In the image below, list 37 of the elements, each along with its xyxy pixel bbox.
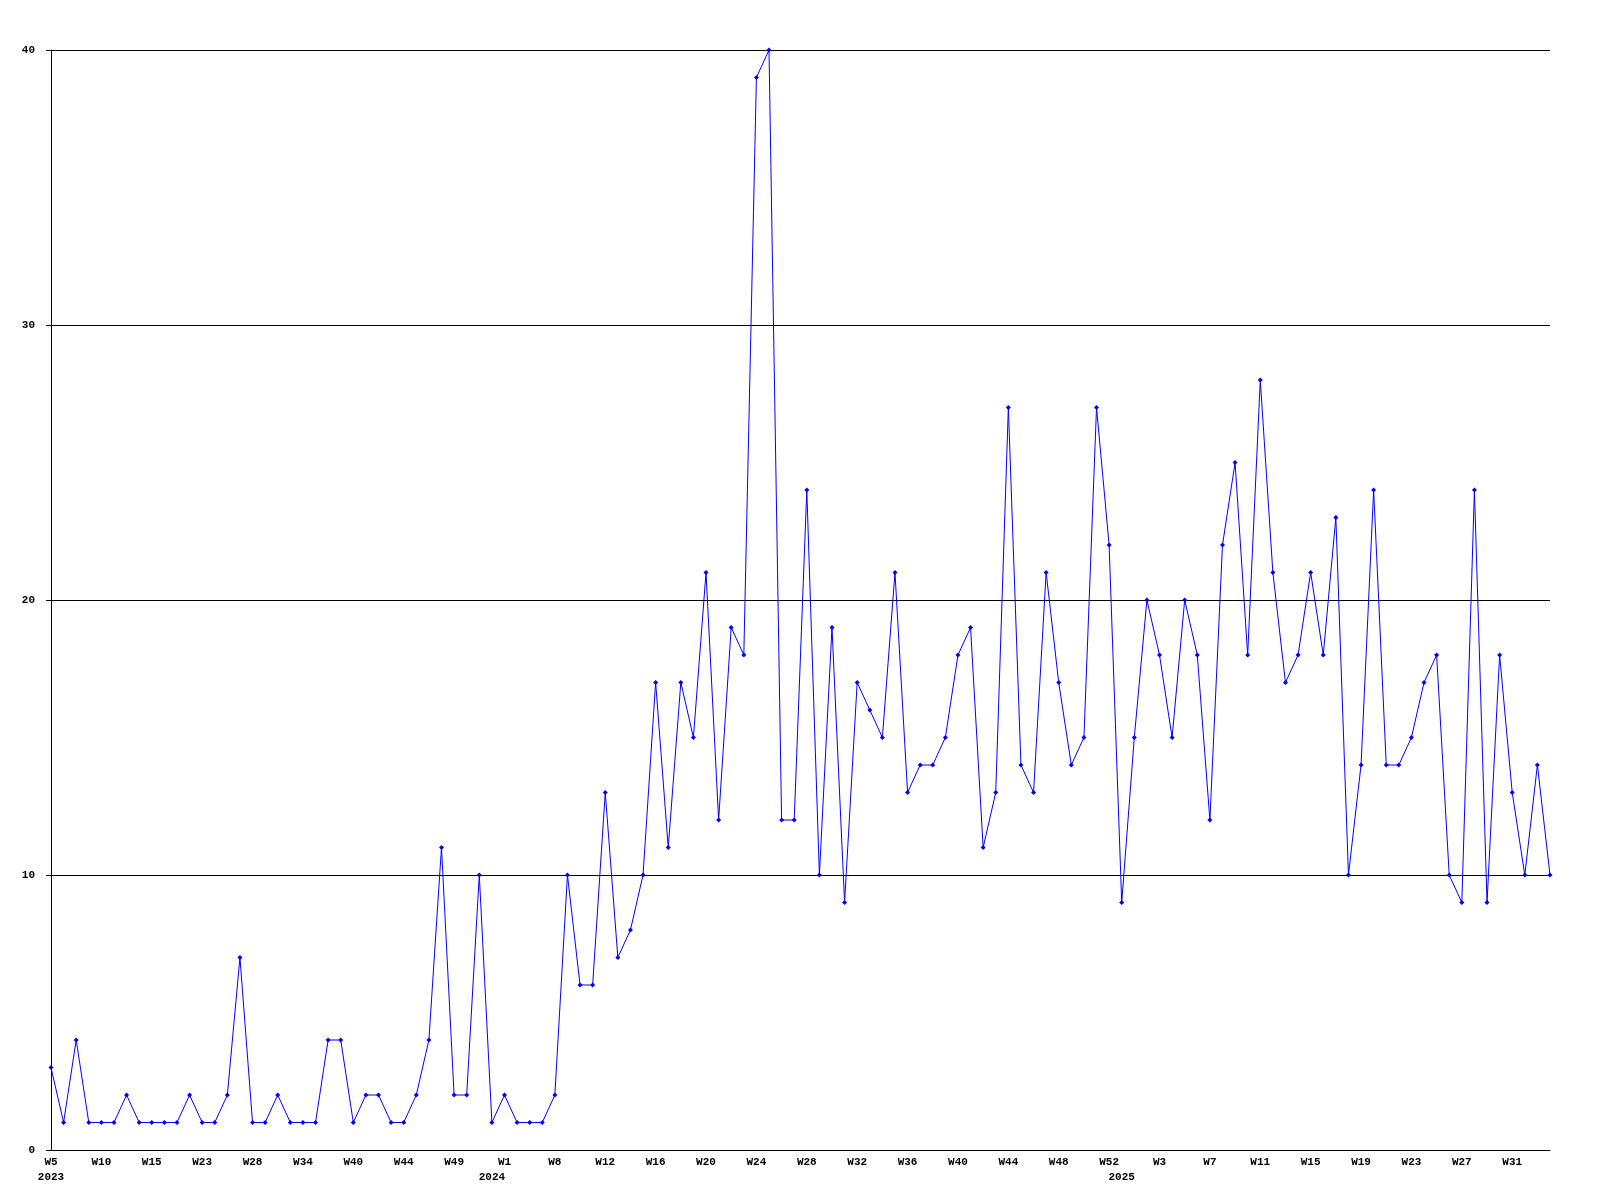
x-tick-label: W5 2023 bbox=[37, 1155, 65, 1183]
x-tick-label: W40 bbox=[343, 1155, 364, 1168]
y-tick-label: 40 bbox=[21, 44, 35, 56]
x-tick-label: W36 bbox=[897, 1155, 918, 1168]
x-tick-label: W48 bbox=[1048, 1155, 1070, 1168]
x-tick-label: W34 bbox=[293, 1155, 314, 1168]
x-tick-label: W44 bbox=[998, 1155, 1019, 1168]
x-tick-label: W3 bbox=[1152, 1155, 1167, 1168]
x-tick-label: W20 bbox=[696, 1155, 716, 1168]
x-tick-label: W1 bbox=[497, 1155, 512, 1168]
x-tick-label: W31 bbox=[1502, 1155, 1523, 1168]
x-tick-label: W24 bbox=[746, 1155, 767, 1168]
y-tick-label: 30 bbox=[21, 319, 35, 331]
x-tick-label: W19 bbox=[1351, 1155, 1371, 1168]
x-tick-label: W7 bbox=[1203, 1155, 1217, 1168]
x-tick-label: W10 bbox=[91, 1155, 112, 1168]
x-tick-label: W49 bbox=[444, 1155, 464, 1168]
x-tick-label: W15 bbox=[141, 1155, 163, 1168]
x-tick-label: W40 bbox=[948, 1155, 968, 1168]
x-tick-label: W28 bbox=[796, 1155, 818, 1168]
y-tick-label: 10 bbox=[21, 869, 35, 881]
x-tick-label: W23 bbox=[192, 1155, 213, 1168]
y-tick-label: 0 bbox=[28, 1144, 35, 1156]
y-tick-label: 20 bbox=[21, 594, 35, 606]
x-tick-label: W32 bbox=[847, 1155, 868, 1168]
x-tick-label: 2024 bbox=[478, 1170, 506, 1183]
x-tick-label: 2025 bbox=[1108, 1170, 1136, 1183]
x-tick-label: W12 bbox=[595, 1155, 616, 1168]
x-tick-label: W11 bbox=[1250, 1155, 1271, 1168]
x-tick-label: W16 bbox=[645, 1155, 666, 1168]
x-tick-label: W23 bbox=[1401, 1155, 1422, 1168]
x-tick-label: W28 bbox=[242, 1155, 263, 1168]
x-tick-label: W27 bbox=[1451, 1155, 1472, 1168]
x-tick-label: W15 bbox=[1300, 1155, 1321, 1168]
x-tick-label: W44 bbox=[393, 1155, 414, 1168]
x-tick-label: W8 bbox=[548, 1155, 562, 1168]
x-tick-label: W52 bbox=[1099, 1155, 1120, 1168]
